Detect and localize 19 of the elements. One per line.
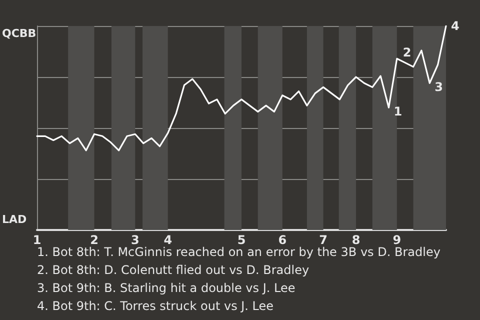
annotation: 3 <box>434 80 443 94</box>
text: 3. Bot 9th: B. Starling hit a double vs J. Lee <box>37 281 296 295</box>
annotation: 1 <box>394 104 402 119</box>
text: 4 <box>451 19 460 33</box>
x-tick-label: 7 <box>319 233 328 247</box>
text: 2. Bot 8th: D. Colenutt flied out vs D. Bradley <box>37 263 310 277</box>
x-tick-label: 3 <box>130 233 140 247</box>
x-tick-label: 4 <box>164 233 172 247</box>
x-tick-label: 2 <box>90 233 98 247</box>
text: 4. Bot 9th: C. Torres struck out vs J. Lee <box>37 299 274 313</box>
text: 1. Bot 8th: T. McGinnis reached on an error by the 3B vs D. Bradley <box>37 245 440 259</box>
annotation: 2 <box>402 46 412 60</box>
x-tick-label: 9 <box>392 233 402 247</box>
x-tick-label: 5 <box>237 233 246 247</box>
x-tick-label: 8 <box>352 233 360 247</box>
text: QCBB <box>2 27 36 40</box>
x-tick-label: 6 <box>278 233 287 247</box>
text: LAD <box>2 213 27 226</box>
x-tick-label: 1 <box>32 233 42 247</box>
